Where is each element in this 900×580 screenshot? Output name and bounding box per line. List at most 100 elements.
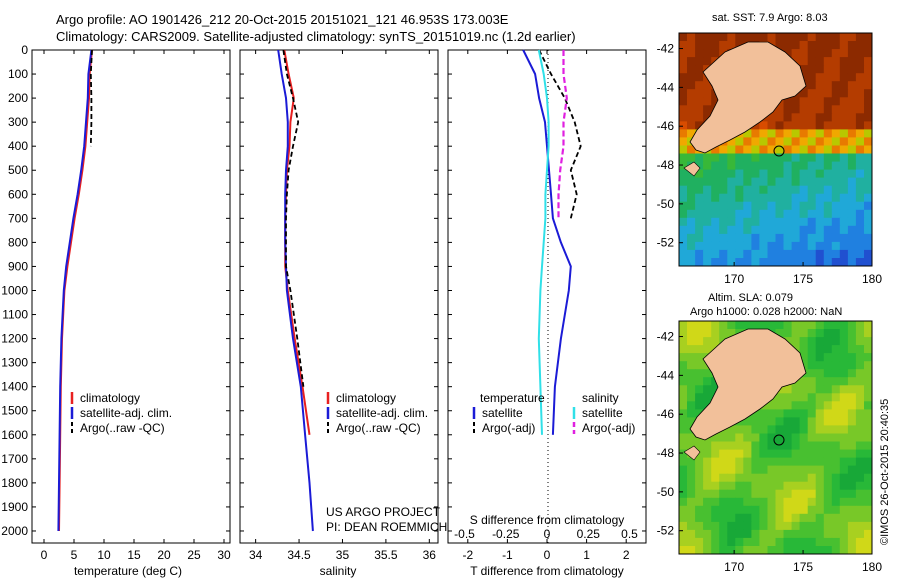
sla-cell: [815, 457, 825, 467]
sst-cell: [703, 33, 712, 42]
sla-cell: [727, 481, 736, 491]
sla-cell: [743, 529, 752, 539]
sla-cell: [847, 417, 857, 426]
sla-cell: [775, 546, 784, 555]
sst-cell: [719, 249, 728, 259]
sst-cell: [839, 73, 849, 82]
sst-cell: [791, 249, 801, 259]
sst-cell: [687, 33, 696, 42]
sst-cell: [855, 57, 865, 66]
sst-cell: [775, 225, 784, 235]
sla-cell: [695, 345, 704, 354]
sla-cell: [855, 425, 865, 434]
sst-cell: [703, 249, 712, 259]
sla-cell: [864, 377, 873, 386]
sst-cell: [807, 185, 817, 195]
sst-cell: [759, 209, 768, 219]
sst-cell: [751, 258, 760, 267]
sst-cell: [791, 241, 801, 251]
sla-cell: [831, 505, 841, 515]
sst-cell: [815, 89, 825, 98]
sst-cell: [831, 105, 841, 114]
sla-cell: [759, 529, 768, 539]
sla-cell: [839, 441, 849, 450]
sst-cell: [687, 113, 696, 122]
sst-cell: [727, 258, 736, 267]
sla-cell: [815, 521, 825, 531]
difference-s-tick-label: 0.25: [577, 527, 601, 541]
sst-cell: [735, 225, 744, 235]
sst-cell: [759, 217, 768, 227]
sla-cell: [743, 513, 752, 523]
sla-cell: [855, 417, 865, 426]
sla-cell: [711, 529, 720, 539]
sst-cell: [815, 81, 825, 90]
sla-cell: [831, 521, 841, 531]
sst-cell: [767, 209, 776, 219]
sla-cell: [847, 433, 857, 442]
sst-cell: [855, 113, 865, 122]
sst-cell: [783, 249, 792, 259]
sla-cell: [807, 353, 817, 362]
sla-cell: [687, 321, 696, 330]
sla-cell: [711, 337, 720, 346]
sst-cell: [855, 233, 865, 243]
sla-cell: [743, 521, 752, 531]
sla-map-axes: -42 -44 -46 -48 -50 -52 170 175 180: [657, 330, 883, 574]
sla-cell: [864, 449, 873, 459]
sla-cell: [864, 337, 873, 346]
legend-label-satellite: satellite-adj. clim.: [336, 406, 428, 420]
sla-cell: [823, 385, 833, 394]
sst-cell: [847, 225, 857, 235]
sst-cell: [831, 33, 841, 42]
sst-cell: [807, 73, 817, 82]
sla-cell: [831, 361, 841, 370]
sst-cell: [767, 129, 776, 138]
sst-cell: [823, 65, 833, 74]
sla-cell: [687, 521, 696, 531]
sla-cell: [855, 385, 865, 394]
sst-cell: [679, 185, 688, 195]
sst-map-axes: -42 -44 -46 -48 -50 -52 170 175 180: [657, 42, 883, 286]
sst-cell: [711, 33, 720, 42]
sla-cell: [767, 546, 776, 555]
depth-tick-label: 500: [8, 163, 28, 177]
sla-cell: [751, 449, 760, 459]
sst-cell: [831, 169, 841, 179]
sla-cell: [711, 521, 720, 531]
sla-cell: [831, 393, 841, 402]
sst-cell: [711, 233, 720, 243]
sla-cell: [727, 473, 736, 483]
sst-cell: [839, 225, 849, 235]
sst-cell: [687, 105, 696, 114]
sst-cell: [847, 81, 857, 90]
sst-cell: [815, 129, 825, 138]
sla-cell: [711, 481, 720, 491]
sla-cell: [751, 417, 760, 426]
sst-cell: [783, 258, 792, 267]
sla-cell: [791, 521, 801, 531]
sst-cell: [767, 225, 776, 235]
sla-cell: [775, 393, 784, 402]
sla-cell: [695, 465, 704, 475]
sst-cell: [735, 241, 744, 251]
sla-cell: [767, 409, 776, 418]
depth-tick-label: 1000: [1, 283, 28, 297]
sst-cell: [783, 41, 792, 50]
sst-cell: [839, 217, 849, 227]
sst-cell: [807, 137, 817, 146]
sla-cell: [799, 497, 809, 507]
sst-cell: [679, 129, 688, 138]
sla-cell: [759, 513, 768, 523]
sla-cell: [687, 433, 696, 442]
s-difference-label: S difference from climatology: [470, 513, 625, 527]
sla-cell: [679, 329, 688, 338]
sst-cell: [847, 57, 857, 66]
sla-cell: [719, 433, 728, 442]
sst-map-title: sat. SST: 7.9 Argo: 8.03: [712, 12, 828, 24]
sst-cell: [719, 233, 728, 243]
sla-cell: [847, 425, 857, 434]
sst-cell: [791, 145, 801, 154]
sst-cell: [695, 105, 704, 114]
sla-cell: [864, 441, 873, 450]
